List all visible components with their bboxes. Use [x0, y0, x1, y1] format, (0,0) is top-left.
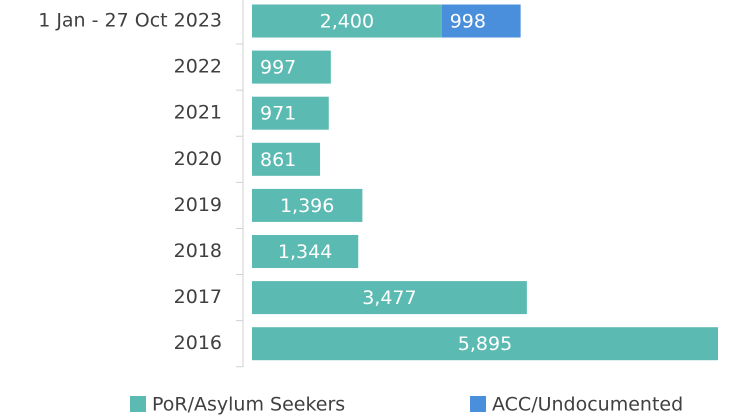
data-label: 997 — [260, 57, 296, 79]
y-tick-label: 2020 — [174, 148, 222, 170]
y-tick-label: 2017 — [174, 286, 222, 308]
legend-swatch — [130, 396, 146, 412]
y-tick-label: 2022 — [174, 56, 222, 78]
legend-label: PoR/Asylum Seekers — [152, 394, 345, 416]
bar-segment — [441, 4, 521, 38]
bar-segment — [252, 50, 331, 84]
data-label: 861 — [260, 149, 296, 171]
y-tick-label: 2018 — [174, 240, 222, 262]
bar-segment — [252, 96, 329, 130]
bar-segment — [252, 235, 359, 268]
y-tick-label: 2019 — [174, 194, 222, 216]
y-tick-label: 1 Jan - 27 Oct 2023 — [38, 10, 222, 32]
bar-segment — [252, 281, 527, 315]
y-tick-label: 2021 — [174, 102, 222, 124]
bar-segment — [252, 188, 363, 222]
data-label: 998 — [450, 11, 486, 33]
data-label: 971 — [260, 103, 296, 125]
bar-segment — [252, 4, 442, 38]
data-label: 3,477 — [362, 287, 416, 309]
data-label: 1,396 — [280, 195, 334, 217]
data-label: 5,895 — [458, 333, 512, 355]
bar-segment — [252, 142, 321, 176]
data-label: 2,400 — [320, 11, 374, 33]
legend-label: ACC/Undocumented — [492, 394, 683, 416]
data-label: 1,344 — [278, 241, 332, 263]
legend-swatch — [470, 396, 486, 412]
bar-segment — [252, 327, 718, 361]
y-tick-label: 2016 — [174, 332, 222, 354]
